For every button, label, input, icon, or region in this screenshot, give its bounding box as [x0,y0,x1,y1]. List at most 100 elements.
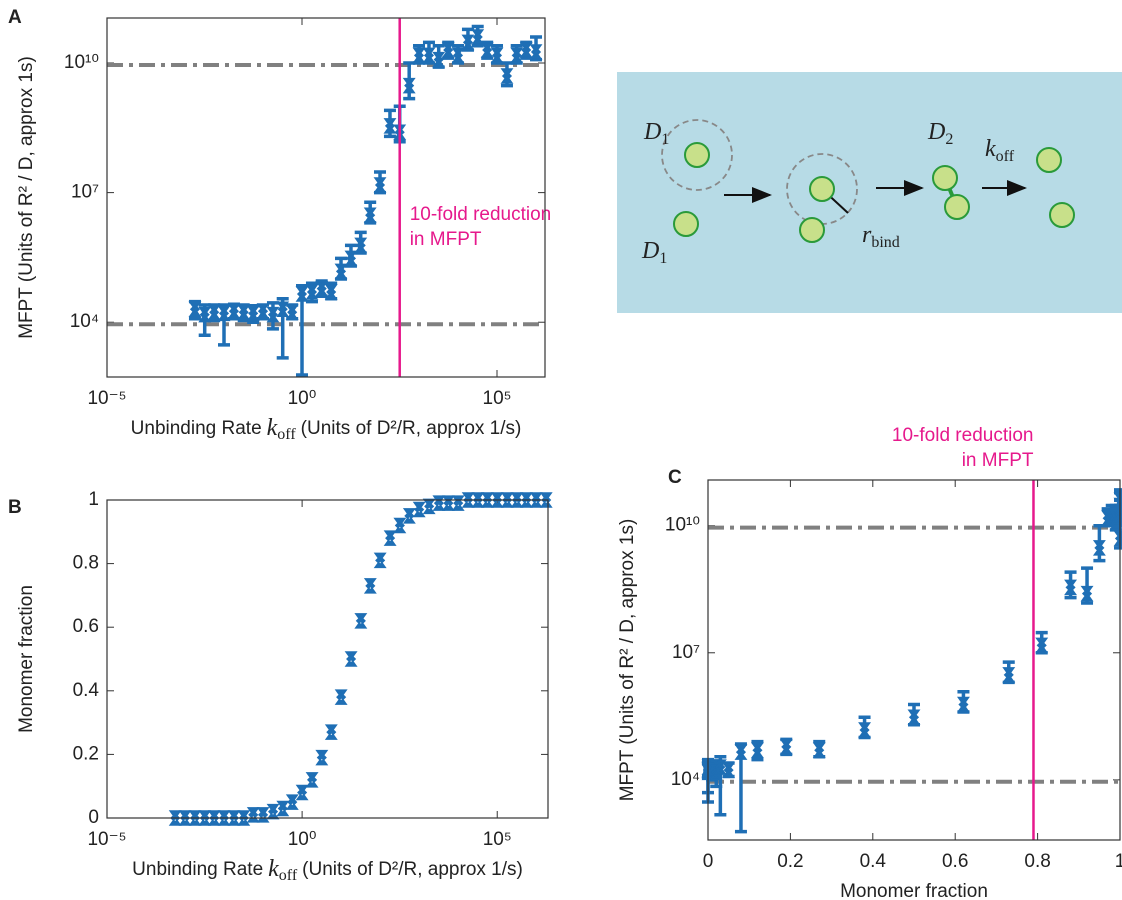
y-tick-label: 10⁴ [70,311,99,332]
data-point [315,749,329,766]
data-point [344,651,358,667]
data-point [276,301,290,317]
data-point [227,303,241,319]
subscript: off [996,148,1015,165]
data-point [422,498,436,515]
chart-panel: B 10⁻⁵ 10⁰ 10⁵ 0 0.2 0.4 0.6 0.8 1 Unbinding Rate k… [8,489,553,884]
data-point [324,284,338,300]
axes-frame [106,499,549,819]
symbol: D [927,119,945,145]
data-point [1080,585,1094,602]
symbol: D [641,238,659,264]
subscript: 1 [659,250,667,267]
diagram-label: D1 [643,119,669,148]
data-point [451,47,465,64]
molecules [673,142,1075,243]
y-tick-label: 0.2 [73,743,99,764]
data-point [344,250,358,267]
x-axis-label: Monomer fraction [840,881,988,900]
x-axis-label-part: (Units of D²/R, approx 1/s) [301,418,522,439]
y-tick-label: 10¹⁰ [665,515,700,536]
data-point [510,47,524,64]
data-point [1035,637,1049,654]
diagram-label: D2 [927,119,953,148]
diagram-label: koff [985,136,1015,165]
data-point [750,742,764,758]
x-axis-label-part: k [268,856,279,882]
data-point [393,517,407,534]
diagram: D1 D1 D2 koff rbind [617,72,1122,313]
x-tick-label: 10⁰ [288,388,317,409]
y-tick-label: 1 [88,489,99,510]
x-axis-label-part: off [279,867,298,884]
data-point [266,306,280,323]
annotation: in MFPT [962,450,1034,471]
data-point [412,47,426,64]
symbol: r [862,222,872,248]
data-point [334,689,348,705]
chart-panel: A 10⁻⁵ 10⁰ 10⁵ 10⁴ 10⁷ 10¹⁰ 10-fold reduction in… [8,7,551,443]
data-point [217,305,231,322]
data-point [722,762,736,778]
diagram-label: rbind [862,222,900,251]
data-point [734,744,748,760]
data-point [285,304,299,321]
x-tick-label: 10⁰ [288,829,317,850]
x-axis-label-part: off [277,426,296,443]
panel-label: A [8,7,22,28]
x-tick-label: 10⁵ [483,829,512,850]
x-tick-label: 10⁻⁵ [87,829,126,850]
axes-frame [707,479,1121,841]
data-point [363,207,377,223]
data-point [266,803,280,820]
data-point [500,68,514,84]
data-point [276,800,290,817]
data-point [373,552,387,569]
data-point [529,44,543,60]
subscript: 1 [661,131,669,148]
data-point [354,613,368,629]
panel-label: B [8,497,22,518]
x-axis-label: Unbinding Rate koff (Units of D²/R, approx… [131,415,522,443]
data-point [1092,540,1106,556]
y-axis-label: MFPT (Units of R² / D, approx 1s) [617,519,638,802]
x-axis-label-part: Unbinding Rate [131,418,262,439]
y-tick-label: 10⁷ [672,642,700,663]
data-point [373,177,387,193]
data-point [1064,579,1078,596]
data-point [246,807,260,823]
x-tick-label: 1 [1115,851,1122,872]
annotation: in MFPT [410,229,482,250]
data-point [363,578,377,594]
chart-panel: C 0 0.2 0.4 0.6 0.8 1 10⁴ 10⁷ 10¹⁰ 10-fold reducti… [617,425,1122,900]
x-tick-label: 0.4 [860,851,887,872]
data-point [519,42,533,58]
data-point [305,284,319,300]
molecule [799,217,825,243]
x-tick-label: 0.8 [1024,851,1050,872]
diagram-background [617,72,1122,313]
molecule [673,211,699,237]
x-tick-label: 10⁵ [483,388,512,409]
data-point [907,709,921,726]
data-point [432,495,446,511]
y-tick-label: 0.8 [73,553,99,574]
data-point [237,304,251,321]
data-point [256,303,270,319]
x-tick-label: 0.6 [942,851,968,872]
data-point [422,47,436,64]
data-point [490,47,504,64]
data-point [779,739,793,755]
data-point [295,286,309,302]
data-point [1113,507,1122,523]
data-point [315,280,329,297]
data-point [305,772,319,788]
axes-frame [106,17,546,378]
binding-radius [661,119,733,191]
data-point [1002,667,1016,683]
y-axis-label: MFPT (Units of R² / D, approx 1s) [16,56,37,339]
data-point [441,495,455,511]
y-tick-label: 10¹⁰ [64,52,99,73]
data-point [188,301,202,317]
data-point [354,237,368,254]
